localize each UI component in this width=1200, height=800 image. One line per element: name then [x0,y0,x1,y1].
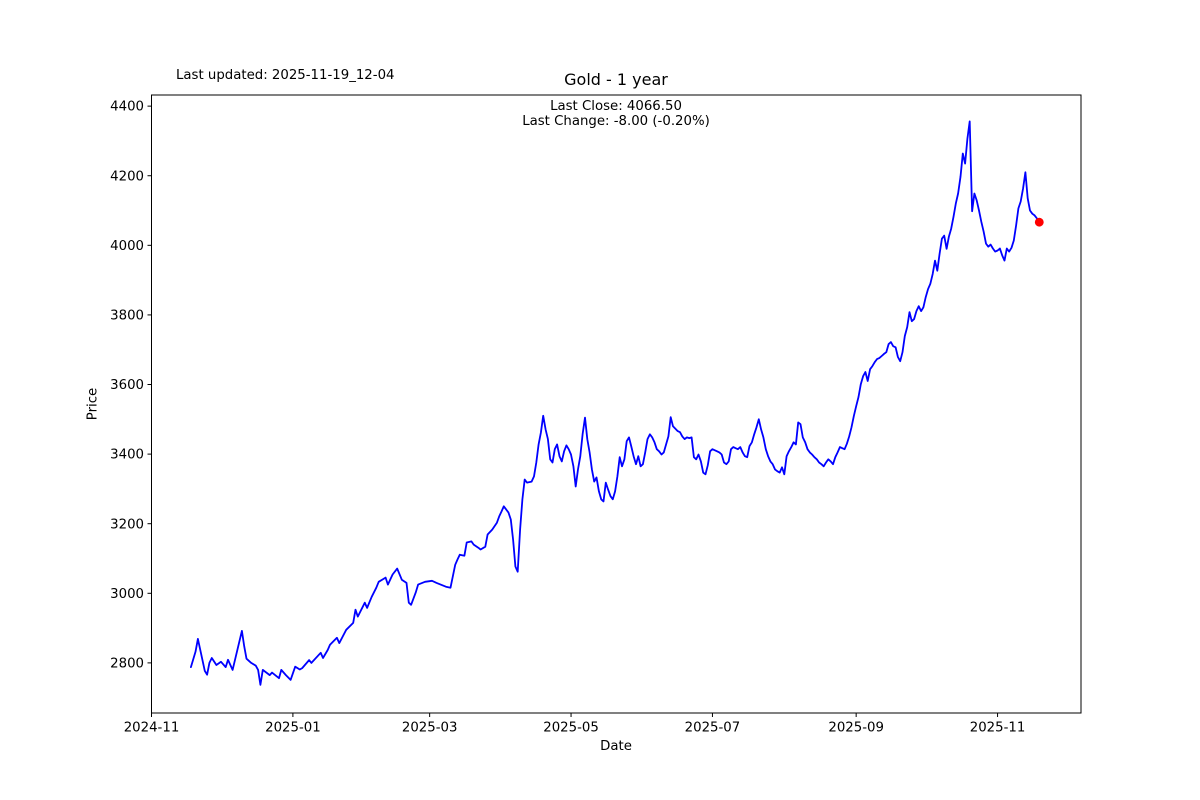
last-updated-text: Last updated: 2025-11-19_12-04 [176,68,395,83]
x-tick-label: 2024-11 [124,721,180,736]
y-tick-label: 3000 [110,587,144,602]
x-tick-label: 2025-05 [543,721,599,736]
last-price-marker [1034,217,1044,227]
price-line [189,120,1041,686]
y-tick-label: 4000 [110,239,144,254]
y-tick-label: 3800 [110,309,144,324]
y-tick-label: 2800 [110,656,144,671]
x-axis-label: Date [600,739,632,754]
plot-border [151,94,1082,714]
x-tick-label: 2025-03 [402,721,458,736]
y-tick-label: 4400 [110,100,144,115]
x-tick-label: 2025-01 [265,721,321,736]
chart-title: Gold - 1 year [564,70,668,89]
y-tick-label: 3200 [110,517,144,532]
y-tick-label: 3600 [110,378,144,393]
last-change-annotation: Last Change: -8.00 (-0.20%) [522,113,710,129]
y-tick-label: 4200 [110,169,144,184]
y-tick-label: 3400 [110,448,144,463]
x-tick-label: 2025-11 [970,721,1026,736]
last-close-annotation: Last Close: 4066.50 [550,99,682,114]
x-tick-label: 2025-07 [685,721,741,736]
x-tick-label: 2025-09 [828,721,884,736]
